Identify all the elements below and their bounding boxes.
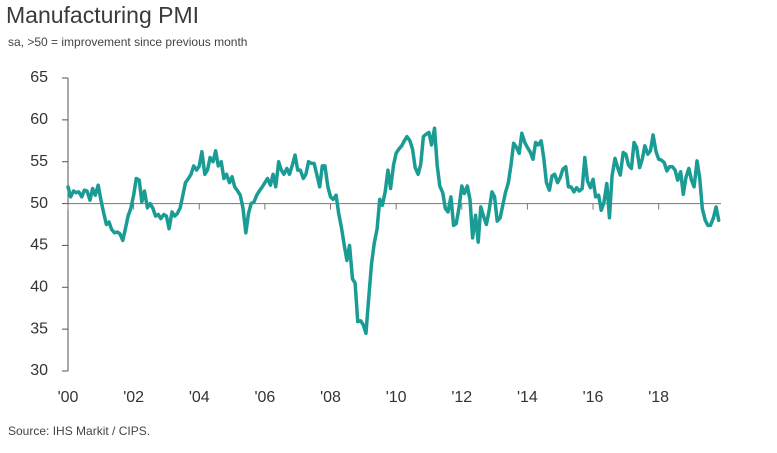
x-tick-label: '02 [123,389,144,406]
x-tick-label: '08 [320,389,341,406]
x-tick-label: '14 [517,389,538,406]
y-tick-label: 65 [30,69,48,86]
y-tick-label: 50 [30,195,48,212]
x-tick-label: '16 [583,389,604,406]
y-tick-label: 45 [30,237,48,254]
chart-title: Manufacturing PMI [6,2,199,28]
y-tick-label: 35 [30,320,48,337]
x-tick-label: '00 [58,389,79,406]
x-tick-label: '18 [648,389,669,406]
y-tick-label: 55 [30,153,48,170]
y-tick-label: 40 [30,279,48,296]
x-tick-label: '12 [451,389,472,406]
x-tick-label: '06 [254,389,275,406]
chart-subtitle: sa, >50 = improvement since previous mon… [8,35,247,49]
x-tick-label: '04 [189,389,210,406]
pmi-line [66,126,721,336]
y-tick-label: 60 [30,111,48,128]
source-note: Source: IHS Markit / CIPS. [8,424,150,438]
y-tick-label: 30 [30,362,48,379]
x-tick-label: '10 [386,389,407,406]
